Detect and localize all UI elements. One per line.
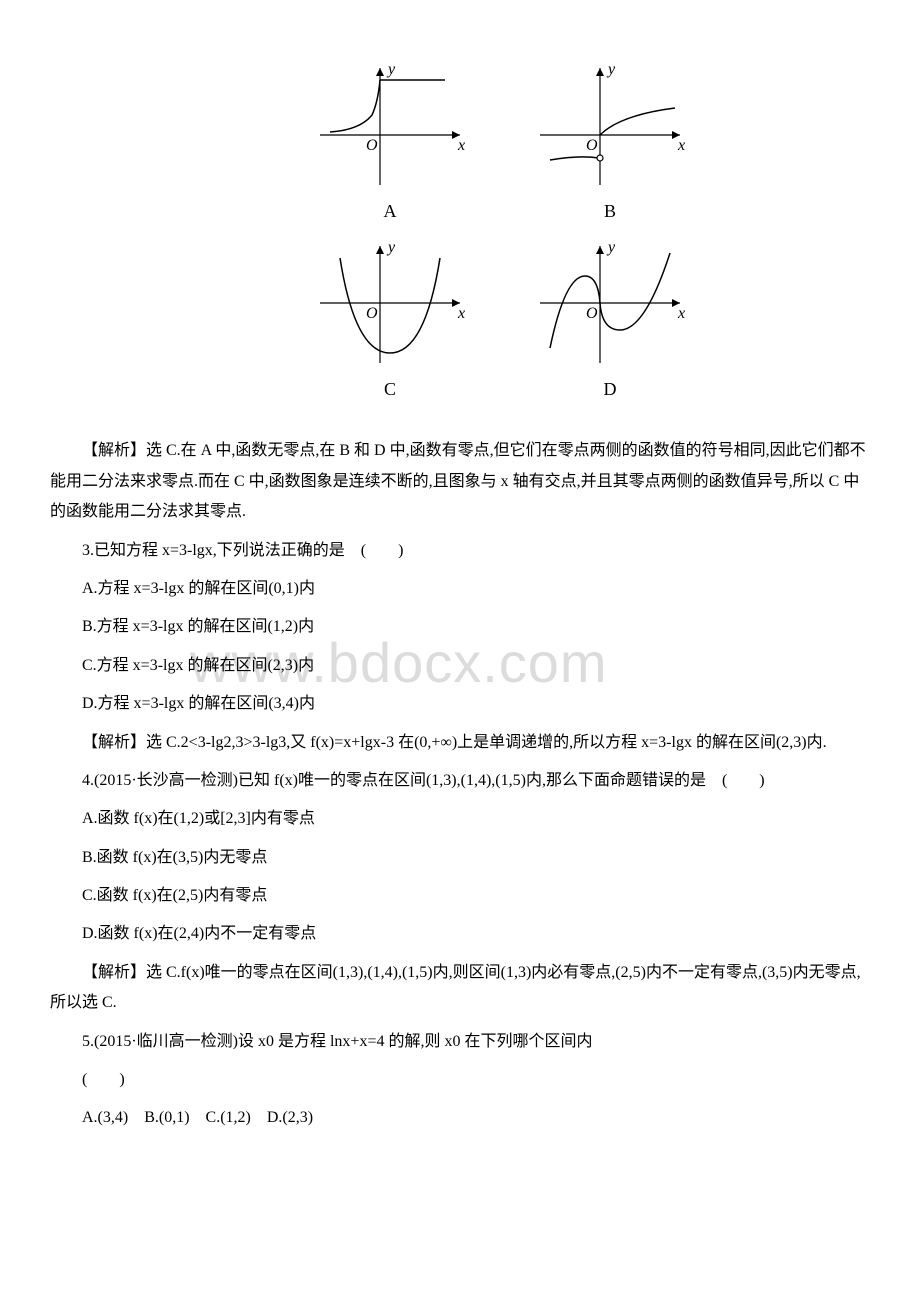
q5-paren: ( ) — [50, 1065, 870, 1095]
q4-optC: C.函数 f(x)在(2,5)内有零点 — [50, 881, 870, 911]
graph-A: x y O A — [310, 60, 470, 228]
graphs-grid: x y O A x y O — [130, 60, 870, 416]
graph-C: x y O C — [310, 238, 470, 406]
graph-B: x y O B — [530, 60, 690, 228]
q2-analysis: 【解析】选 C.在 A 中,函数无零点,在 B 和 D 中,函数有零点,但它们在… — [50, 436, 870, 527]
q3-stem: 3.已知方程 x=3-lgx,下列说法正确的是 ( ) — [50, 536, 870, 566]
q5-options: A.(3,4) B.(0,1) C.(1,2) D.(2,3) — [50, 1103, 870, 1133]
q3-optB: B.方程 x=3-lgx 的解在区间(1,2)内 — [50, 612, 870, 642]
graph-row-1: x y O A x y O — [310, 60, 690, 228]
q5-stem: 5.(2015·临川高一检测)设 x0 是方程 lnx+x=4 的解,则 x0 … — [50, 1027, 870, 1057]
graph-label-A: A — [384, 194, 397, 228]
q4-optB: B.函数 f(x)在(3,5)内无零点 — [50, 843, 870, 873]
origin-label: O — [366, 305, 378, 322]
graph-label-D: D — [604, 372, 617, 406]
q4-optD: D.函数 f(x)在(2,4)内不一定有零点 — [50, 919, 870, 949]
axis-y-label: y — [606, 61, 616, 78]
q4-stem: 4.(2015·长沙高一检测)已知 f(x)唯一的零点在区间(1,3),(1,4… — [50, 766, 870, 796]
origin-label: O — [366, 137, 378, 154]
q3-optD: D.方程 x=3-lgx 的解在区间(3,4)内 — [50, 689, 870, 719]
axis-x-label: x — [677, 305, 685, 322]
graph-D: x y O D — [530, 238, 690, 406]
axis-x-label: x — [677, 137, 685, 154]
axis-y-label: y — [386, 61, 396, 78]
origin-label: O — [586, 305, 598, 322]
graph-row-2: x y O C x y O D — [310, 238, 690, 406]
q3-optA: A.方程 x=3-lgx 的解在区间(0,1)内 — [50, 574, 870, 604]
axis-y-label: y — [386, 239, 396, 256]
q4-optA: A.函数 f(x)在(1,2)或[2,3]内有零点 — [50, 804, 870, 834]
graph-label-B: B — [604, 194, 616, 228]
graph-label-C: C — [384, 372, 396, 406]
origin-label: O — [586, 137, 598, 154]
axis-y-label: y — [606, 239, 616, 256]
q3-analysis: 【解析】选 C.2<3-lg2,3>3-lg3,又 f(x)=x+lgx-3 在… — [50, 728, 870, 758]
q4-analysis: 【解析】选 C.f(x)唯一的零点在区间(1,3),(1,4),(1,5)内,则… — [50, 958, 870, 1019]
q3-optC: C.方程 x=3-lgx 的解在区间(2,3)内 — [50, 651, 870, 681]
axis-x-label: x — [457, 305, 465, 322]
page-content: x y O A x y O — [50, 60, 870, 1134]
axis-x-label: x — [457, 137, 465, 154]
